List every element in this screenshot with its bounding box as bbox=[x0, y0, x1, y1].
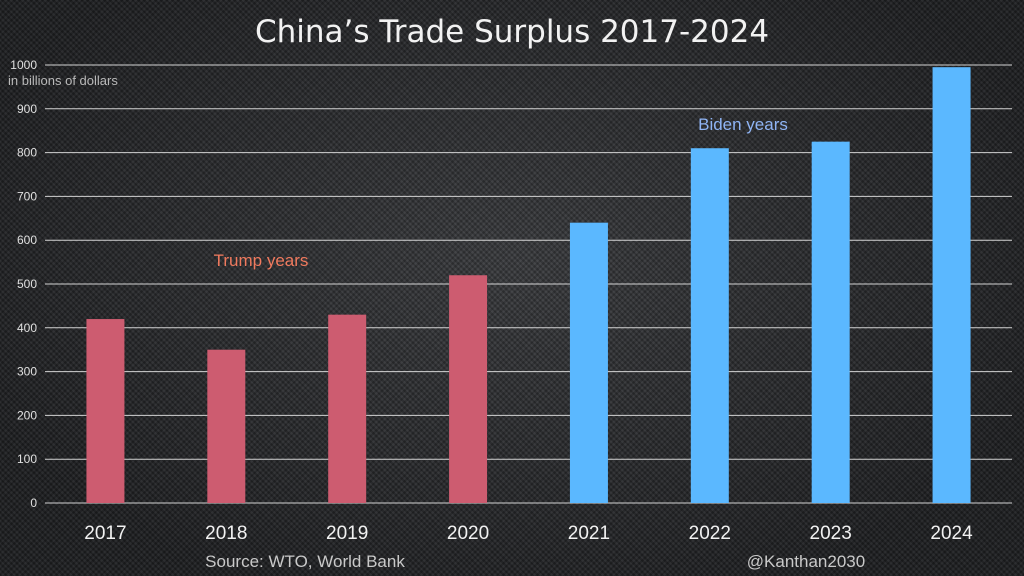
bar-2022 bbox=[690, 148, 729, 503]
x-tick-label: 2023 bbox=[810, 523, 852, 544]
bar-2017 bbox=[86, 319, 125, 503]
y-tick-label: 700 bbox=[17, 189, 37, 203]
source-note: Source: WTO, World Bank bbox=[205, 552, 405, 571]
x-tick-label: 2020 bbox=[447, 523, 489, 544]
bar-2024 bbox=[932, 67, 971, 503]
bar-2020 bbox=[449, 275, 488, 503]
chart-title: China’s Trade Surplus 2017-2024 bbox=[255, 14, 769, 50]
y-tick-label: 300 bbox=[17, 365, 37, 379]
y-tick-label: 800 bbox=[17, 146, 37, 160]
x-tick-label: 2017 bbox=[84, 523, 126, 544]
y-tick-label: 900 bbox=[17, 102, 37, 116]
x-tick-label: 2018 bbox=[205, 523, 247, 544]
x-tick-label: 2024 bbox=[930, 523, 973, 544]
bar-2023 bbox=[811, 141, 850, 503]
y-tick-label: 100 bbox=[17, 452, 37, 466]
y-tick-label: 400 bbox=[17, 321, 37, 335]
y-tick-label: 1000 bbox=[10, 58, 37, 72]
author-handle: @Kanthan2030 bbox=[747, 552, 865, 571]
bar-2018 bbox=[207, 349, 246, 503]
bar-2021 bbox=[569, 222, 608, 503]
annotation-trump-years: Trump years bbox=[214, 251, 309, 270]
x-tick-label: 2021 bbox=[568, 523, 610, 544]
y-tick-label: 600 bbox=[17, 233, 37, 247]
unit-label: in billions of dollars bbox=[8, 73, 118, 88]
x-tick-label: 2019 bbox=[326, 523, 368, 544]
y-tick-label: 200 bbox=[17, 408, 37, 422]
y-tick-label: 500 bbox=[17, 277, 37, 291]
annotation-biden-years: Biden years bbox=[698, 115, 788, 134]
x-tick-label: 2022 bbox=[689, 523, 731, 544]
bar-2019 bbox=[328, 314, 367, 503]
y-tick-label: 0 bbox=[30, 496, 37, 510]
